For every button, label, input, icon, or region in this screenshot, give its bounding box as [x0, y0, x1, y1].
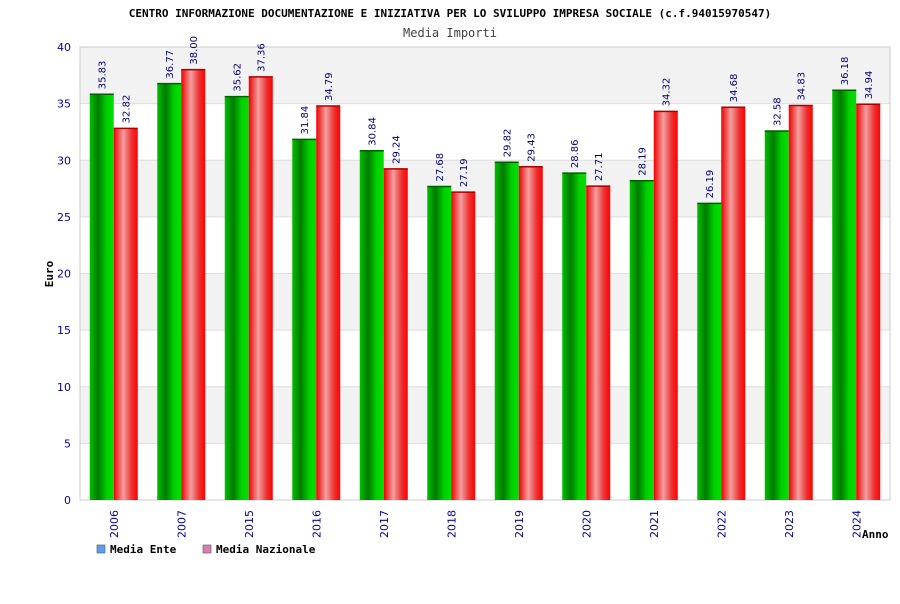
legend-label: Media Nazionale	[216, 543, 316, 556]
bar-media-nazionale	[518, 166, 543, 500]
data-label: 34.94	[864, 71, 875, 100]
y-tick-label: 40	[57, 41, 71, 54]
y-tick-label: 10	[57, 381, 71, 394]
data-label: 31.84	[300, 106, 311, 135]
bar-media-nazionale	[113, 128, 138, 500]
legend-swatch	[202, 544, 212, 554]
y-tick-label: 0	[64, 494, 71, 507]
plot-background	[80, 47, 890, 500]
bar-media-nazionale	[788, 105, 813, 501]
bar-media-nazionale	[451, 192, 476, 501]
chart-subtitle: Media Importi	[403, 26, 497, 40]
x-tick-label: 2015	[243, 510, 256, 538]
x-axis-label: Anno	[862, 528, 889, 541]
bar-media-nazionale	[383, 168, 408, 500]
plot-band	[80, 386, 890, 444]
y-tick-label: 35	[57, 98, 71, 111]
bar-media-ente	[89, 94, 114, 500]
bar-media-nazionale	[721, 107, 746, 501]
bar-media-nazionale	[248, 76, 273, 500]
plot-band	[80, 216, 890, 274]
data-label: 30.84	[368, 117, 379, 146]
data-label: 32.58	[773, 97, 784, 126]
y-tick-label: 5	[64, 437, 71, 450]
data-label: 35.62	[233, 63, 244, 92]
bar-media-ente	[697, 203, 722, 500]
bar-media-ente	[427, 186, 452, 501]
x-tick-label: 2016	[310, 510, 323, 538]
y-axis-label: Euro	[43, 260, 56, 287]
bar-media-ente	[764, 131, 789, 500]
data-label: 29.43	[527, 133, 538, 162]
data-label: 29.82	[503, 129, 514, 158]
data-label: 27.68	[435, 153, 446, 182]
bar-media-nazionale	[856, 104, 881, 500]
data-label: 37.36	[257, 43, 268, 72]
y-tick-label: 15	[57, 324, 71, 337]
x-tick-label: 2023	[783, 510, 796, 538]
y-tick-label: 20	[57, 268, 71, 281]
bar-media-ente	[629, 180, 654, 501]
bar-media-ente	[224, 96, 249, 500]
data-label: 36.77	[165, 50, 176, 79]
x-axis: 2006 2007 2015 2016 2017 2018 2019 2020 2021 2022…	[108, 510, 864, 538]
data-label: 28.19	[638, 147, 649, 176]
data-label: 27.19	[459, 158, 470, 187]
legend: Media Ente Media Nazionale	[96, 543, 316, 556]
plot-band	[80, 330, 890, 387]
data-label: 34.79	[324, 72, 335, 101]
y-tick-label: 25	[57, 211, 71, 224]
bar-media-ente	[157, 83, 182, 501]
y-tick-label: 30	[57, 154, 71, 167]
bar-media-nazionale	[181, 69, 206, 501]
x-tick-label: 2020	[580, 510, 593, 538]
data-label: 34.83	[797, 72, 808, 101]
y-axis: 0 5 10 15 20 25 30 35 40	[57, 41, 71, 507]
bar-media-nazionale	[586, 186, 611, 500]
bar-media-ente	[562, 173, 587, 500]
x-tick-label: 2019	[513, 510, 526, 538]
bar-media-ente	[359, 150, 384, 500]
plot-border	[79, 46, 891, 501]
plot-band	[80, 443, 890, 500]
data-label: 34.68	[729, 74, 740, 103]
plot-band	[80, 273, 890, 331]
bar-media-ente	[494, 162, 519, 500]
bar-media-nazionale	[653, 111, 678, 501]
legend-label: Media Ente	[110, 543, 177, 556]
plot-band	[80, 47, 890, 104]
x-tick-label: 2024	[850, 510, 863, 538]
data-label: 35.83	[98, 61, 109, 90]
data-label: 36.18	[840, 57, 851, 86]
x-tick-label: 2017	[378, 510, 391, 538]
data-label: 32.82	[122, 95, 133, 124]
x-tick-label: 2022	[715, 510, 728, 538]
data-label: 26.19	[705, 170, 716, 199]
data-label: 29.24	[392, 135, 403, 164]
legend-swatch	[96, 544, 106, 554]
plot-band	[80, 103, 890, 161]
data-label: 27.71	[594, 153, 605, 182]
data-label: 28.86	[570, 140, 581, 169]
bar-media-ente	[832, 90, 857, 500]
data-label: 34.32	[662, 78, 673, 107]
x-tick-label: 2007	[175, 510, 188, 538]
bars	[89, 68, 881, 501]
value-labels: 35.83 32.82 36.77 38.00 35.62 37.36 31.84 34.79…	[98, 36, 876, 198]
bar-media-ente	[292, 139, 317, 501]
plot-band	[80, 160, 890, 217]
x-tick-label: 2018	[445, 510, 458, 538]
x-tick-label: 2021	[648, 510, 661, 538]
x-tick-label: 2006	[108, 510, 121, 538]
grid-lines	[79, 46, 891, 501]
chart-title: CENTRO INFORMAZIONE DOCUMENTAZIONE E INI…	[129, 7, 771, 20]
bar-media-nazionale	[316, 106, 341, 501]
data-label: 38.00	[189, 36, 200, 65]
